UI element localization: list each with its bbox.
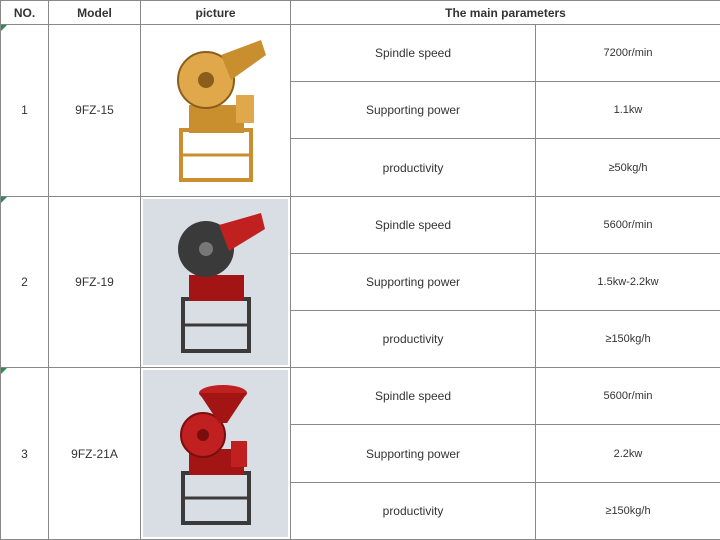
header-picture: picture bbox=[141, 1, 291, 25]
param-label: Spindle speed bbox=[291, 368, 536, 425]
param-value: ≥150kg/h bbox=[536, 311, 720, 368]
table-row: 3 9FZ-21A Spindle bbox=[1, 368, 720, 425]
cell-model: 9FZ-21A bbox=[49, 368, 141, 540]
param-label: Spindle speed bbox=[291, 196, 536, 253]
cell-model: 9FZ-19 bbox=[49, 196, 141, 368]
param-label: productivity bbox=[291, 482, 536, 539]
table-body: 1 9FZ-15 Spindle speed 7 bbox=[1, 25, 720, 540]
param-label: Spindle speed bbox=[291, 25, 536, 82]
param-value: 7200r/min bbox=[536, 25, 720, 82]
table-row: 1 9FZ-15 Spindle speed 7 bbox=[1, 25, 720, 82]
machine-icon bbox=[143, 370, 288, 537]
param-label: Supporting power bbox=[291, 425, 536, 482]
cell-picture bbox=[141, 196, 291, 368]
table-row: 2 9FZ-19 Spindle speed 5600r/min bbox=[1, 196, 720, 253]
header-model: Model bbox=[49, 1, 141, 25]
param-value: 5600r/min bbox=[536, 368, 720, 425]
param-label: Supporting power bbox=[291, 253, 536, 310]
cell-model: 9FZ-15 bbox=[49, 25, 141, 197]
spec-table: NO. Model picture The main parameters 1 … bbox=[0, 0, 720, 540]
param-label: productivity bbox=[291, 311, 536, 368]
param-value: 1.1kw bbox=[536, 82, 720, 139]
param-value: 2.2kw bbox=[536, 425, 720, 482]
param-value: 1.5kw-2.2kw bbox=[536, 253, 720, 310]
param-label: productivity bbox=[291, 139, 536, 196]
cell-no: 1 bbox=[1, 25, 49, 197]
cell-no: 3 bbox=[1, 368, 49, 540]
cell-picture bbox=[141, 368, 291, 540]
param-value: 5600r/min bbox=[536, 196, 720, 253]
param-value: ≥150kg/h bbox=[536, 482, 720, 539]
cell-no: 2 bbox=[1, 196, 49, 368]
header-params: The main parameters bbox=[291, 1, 720, 25]
machine-icon bbox=[143, 199, 288, 366]
header-no: NO. bbox=[1, 1, 49, 25]
param-label: Supporting power bbox=[291, 82, 536, 139]
machine-icon bbox=[143, 27, 288, 194]
param-value: ≥50kg/h bbox=[536, 139, 720, 196]
cell-picture bbox=[141, 25, 291, 197]
table-head: NO. Model picture The main parameters bbox=[1, 1, 720, 25]
